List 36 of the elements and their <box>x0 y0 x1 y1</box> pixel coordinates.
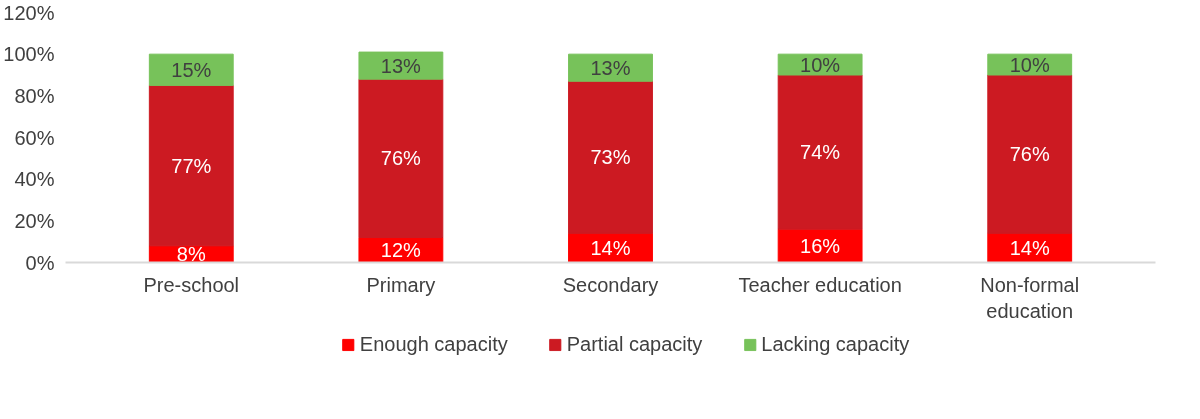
bar <box>568 80 653 234</box>
data-label: 14% <box>590 236 631 259</box>
data-label: 76% <box>1009 143 1050 166</box>
data-label: 13% <box>590 56 631 79</box>
legend-label: Lacking capacity <box>761 332 910 356</box>
data-label: 10% <box>800 53 841 76</box>
bar <box>148 84 234 247</box>
y-tick-label: 80% <box>14 84 55 107</box>
data-label: 12% <box>380 239 422 261</box>
x-tick-label: Primary <box>366 273 436 296</box>
y-tick-label: 120% <box>3 1 55 24</box>
data-label: 77% <box>171 154 212 177</box>
data-label: 13% <box>380 54 422 77</box>
x-tick-label: Non-formal education <box>980 273 1080 322</box>
x-tick-label: Teacher education <box>738 273 902 296</box>
data-label: 76% <box>380 147 422 170</box>
legend-label: Partial capacity <box>566 332 703 356</box>
data-label: 14% <box>1009 236 1050 259</box>
x-tick-label: Pre-school <box>143 273 240 296</box>
x-tick-label: Secondary <box>562 273 659 296</box>
data-label: 16% <box>800 234 841 257</box>
data-label: 10% <box>1009 53 1050 76</box>
legend-label: Enough capacity <box>359 332 508 356</box>
y-tick-label: 40% <box>14 168 55 191</box>
data-label: 73% <box>590 146 631 169</box>
data-label: 8% <box>176 243 206 266</box>
bar <box>358 51 444 80</box>
y-tick-label: 60% <box>14 126 55 149</box>
bar <box>777 74 863 230</box>
y-tick-label: 0% <box>25 251 55 274</box>
y-tick-label: 100% <box>3 43 55 66</box>
bar <box>987 74 1073 234</box>
y-tick-label: 20% <box>14 209 55 232</box>
data-label: 15% <box>171 58 212 81</box>
data-label: 74% <box>800 141 841 164</box>
bar <box>358 78 444 238</box>
